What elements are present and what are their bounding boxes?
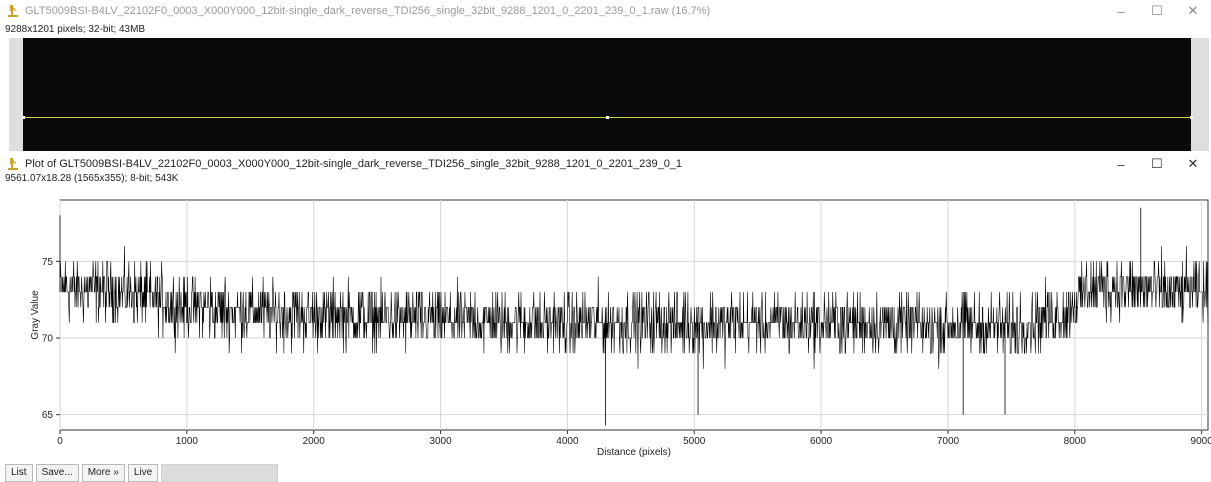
tick-layer: 0 1000 2000 3000 4000 5000 6000 7000 8000 9000 65 7… xyxy=(42,257,1211,447)
plot-window-titlebar[interactable]: Plot of GLT5009BSI-B4LV_22102F0_0003_X00… xyxy=(0,153,1211,175)
imagej-microscope-icon xyxy=(8,158,18,170)
x-tick-label: 7000 xyxy=(937,436,960,447)
image-canvas[interactable] xyxy=(9,38,1209,151)
x-tick-label: 6000 xyxy=(810,436,833,447)
x-tick-label: 4000 xyxy=(556,436,579,447)
data-layer xyxy=(59,207,1209,426)
x-tick-label: 0 xyxy=(57,436,63,447)
y-tick-label: 75 xyxy=(42,257,54,268)
plot-window-controls: – ☐ ✕ xyxy=(1103,153,1211,175)
x-tick-label: 3000 xyxy=(429,436,452,447)
minimize-button[interactable]: – xyxy=(1117,156,1125,172)
image-window-titlebar[interactable]: GLT5009BSI-B4LV_22102F0_0003_X000Y000_12… xyxy=(0,0,1211,22)
y-axis-label: Gray Value xyxy=(30,290,41,340)
plot-toolbar: List Save... More » Live xyxy=(5,464,279,482)
image-window-title: GLT5009BSI-B4LV_22102F0_0003_X000Y000_12… xyxy=(25,5,711,17)
x-tick-label: 2000 xyxy=(303,436,326,447)
profile-plot[interactable]: 0 1000 2000 3000 4000 5000 6000 7000 8000 9000 65 7… xyxy=(0,185,1211,462)
x-axis-label: Distance (pixels) xyxy=(597,447,671,458)
x-tick-label: 8000 xyxy=(1064,436,1087,447)
image-info: 9288x1201 pixels; 32-bit; 43MB xyxy=(5,24,146,35)
save-button[interactable]: Save... xyxy=(35,464,79,482)
more-button[interactable]: More » xyxy=(81,464,125,482)
y-tick-label: 65 xyxy=(42,410,54,421)
x-tick-label: 5000 xyxy=(683,436,706,447)
dark-image-content xyxy=(23,38,1191,151)
line-mid-handle[interactable] xyxy=(606,116,609,119)
live-button[interactable]: Live xyxy=(127,464,159,482)
line-end-handle[interactable] xyxy=(1190,116,1193,119)
y-tick-label: 70 xyxy=(42,334,54,345)
close-button[interactable]: ✕ xyxy=(1187,156,1199,171)
plot-info: 9561.07x18.28 (1565x355); 8-bit; 543K xyxy=(5,173,179,184)
close-button[interactable]: ✕ xyxy=(1187,3,1199,18)
list-button[interactable]: List xyxy=(5,464,33,482)
profile-trace xyxy=(59,245,1209,369)
plot-window-title: Plot of GLT5009BSI-B4LV_22102F0_0003_X00… xyxy=(25,158,683,170)
maximize-button[interactable]: ☐ xyxy=(1151,156,1163,171)
profile-plot-svg: 0 1000 2000 3000 4000 5000 6000 7000 8000 9000 65 7… xyxy=(30,199,1211,458)
image-window-controls: – ☐ ✕ xyxy=(1103,0,1211,22)
x-tick-label: 9000 xyxy=(1191,436,1211,447)
minimize-button[interactable]: – xyxy=(1117,3,1125,19)
maximize-button[interactable]: ☐ xyxy=(1151,3,1163,18)
imagej-microscope-icon xyxy=(8,5,18,17)
status-field xyxy=(161,464,279,482)
x-tick-label: 1000 xyxy=(176,436,199,447)
line-start-handle[interactable] xyxy=(22,116,25,119)
